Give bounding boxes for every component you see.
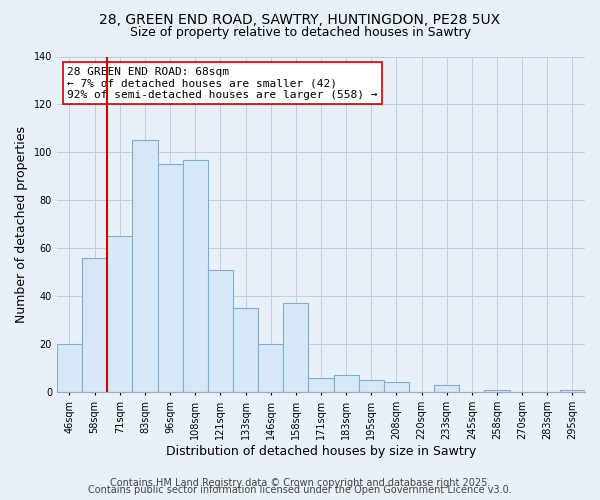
- Bar: [233, 308, 258, 392]
- Bar: [182, 160, 208, 392]
- Bar: [258, 344, 283, 392]
- Bar: [434, 384, 459, 392]
- Bar: [133, 140, 158, 392]
- Bar: [107, 236, 133, 392]
- Bar: [158, 164, 182, 392]
- Bar: [82, 258, 107, 392]
- Bar: [334, 375, 359, 392]
- Bar: [308, 378, 334, 392]
- Text: 28 GREEN END ROAD: 68sqm
← 7% of detached houses are smaller (42)
92% of semi-de: 28 GREEN END ROAD: 68sqm ← 7% of detache…: [67, 66, 378, 100]
- Bar: [384, 382, 409, 392]
- Bar: [560, 390, 585, 392]
- Text: Contains HM Land Registry data © Crown copyright and database right 2025.: Contains HM Land Registry data © Crown c…: [110, 478, 490, 488]
- Text: Contains public sector information licensed under the Open Government Licence v3: Contains public sector information licen…: [88, 485, 512, 495]
- Bar: [283, 304, 308, 392]
- Text: Size of property relative to detached houses in Sawtry: Size of property relative to detached ho…: [130, 26, 470, 39]
- Bar: [57, 344, 82, 392]
- X-axis label: Distribution of detached houses by size in Sawtry: Distribution of detached houses by size …: [166, 444, 476, 458]
- Bar: [208, 270, 233, 392]
- Y-axis label: Number of detached properties: Number of detached properties: [15, 126, 28, 322]
- Bar: [484, 390, 509, 392]
- Bar: [359, 380, 384, 392]
- Text: 28, GREEN END ROAD, SAWTRY, HUNTINGDON, PE28 5UX: 28, GREEN END ROAD, SAWTRY, HUNTINGDON, …: [100, 12, 500, 26]
